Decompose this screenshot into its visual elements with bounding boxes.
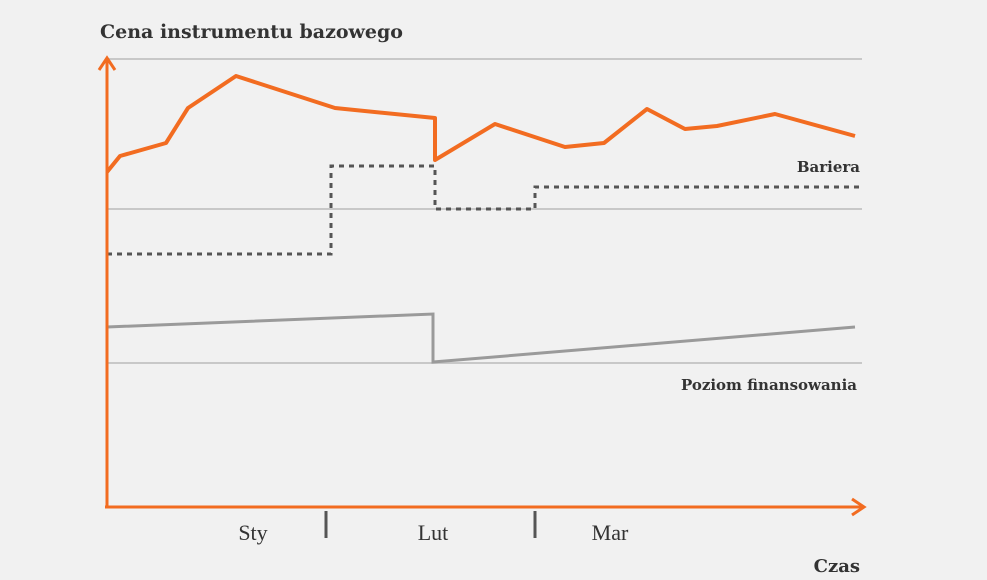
axes [97, 55, 867, 517]
x-axis-label: Czas [814, 556, 860, 577]
x-arrow [851, 497, 867, 517]
month-label: Lut [418, 520, 449, 545]
y-arrow [97, 55, 117, 71]
funding-line [106, 312, 856, 364]
price-line [105, 74, 856, 174]
guide-lines [107, 58, 862, 364]
funding-label: Poziom finansowania [681, 376, 857, 394]
month-label: Mar [592, 520, 629, 545]
month-label: Sty [238, 520, 267, 545]
title: Cena instrumentu bazowego [100, 21, 403, 43]
month-separators [324, 511, 537, 538]
barrier-label: Bariera [797, 158, 860, 176]
